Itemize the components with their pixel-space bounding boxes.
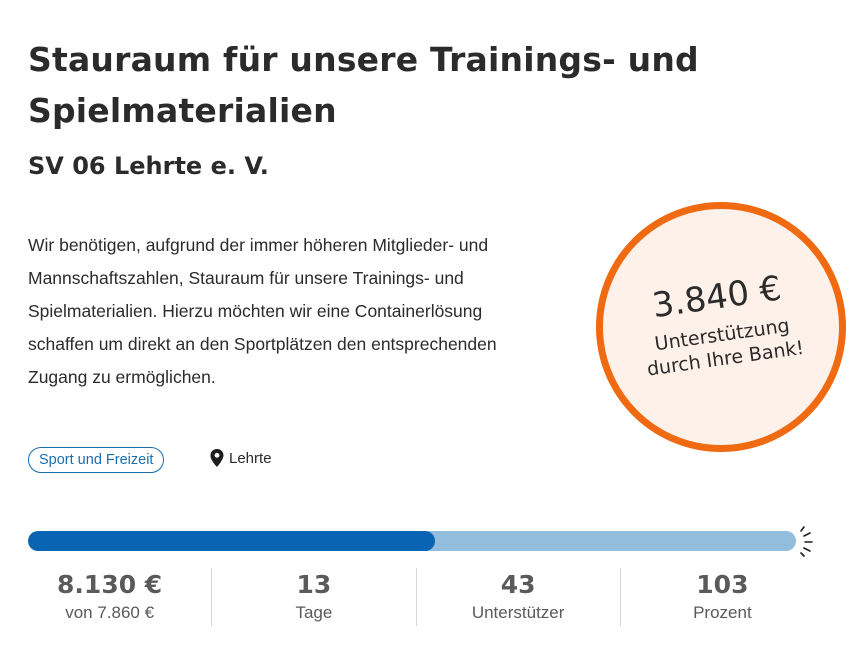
stat-percent: 103 Prozent (619, 568, 824, 626)
stat-amount-raised: 8.130 € von 7.860 € (8, 568, 211, 626)
project-stats: 8.130 € von 7.860 € 13 Tage 43 Unterstüt… (8, 568, 824, 626)
stat-days: 13 Tage (211, 568, 415, 626)
location-label: Lehrte (229, 449, 272, 467)
stat-value: 43 (500, 570, 536, 599)
project-description: Wir benötigen, aufgrund der immer höhere… (28, 235, 497, 387)
location: Lehrte (210, 449, 272, 467)
bank-support-badge: 3.840 € Unterstützung durch Ihre Bank! (596, 202, 846, 452)
project-title: Stauraum für unsere Trainings- und Spiel… (28, 40, 699, 130)
stat-label: Tage (295, 603, 333, 622)
organization-name: SV 06 Lehrte e. V. (28, 152, 269, 180)
stat-label: Prozent (693, 603, 752, 622)
sparkle-icon (793, 525, 815, 557)
stat-value: 8.130 € (57, 570, 163, 599)
stat-value: 103 (696, 570, 749, 599)
map-pin-icon (210, 449, 224, 467)
category-tag[interactable]: Sport und Freizeit (28, 447, 165, 473)
funding-progress-fill (28, 531, 436, 551)
stat-value: 13 (296, 570, 332, 599)
stat-supporters: 43 Unterstützer (415, 568, 620, 626)
stat-label: von 7.860 € (65, 603, 155, 622)
funding-progress-bar (28, 531, 796, 551)
stat-label: Unterstützer (471, 603, 565, 622)
